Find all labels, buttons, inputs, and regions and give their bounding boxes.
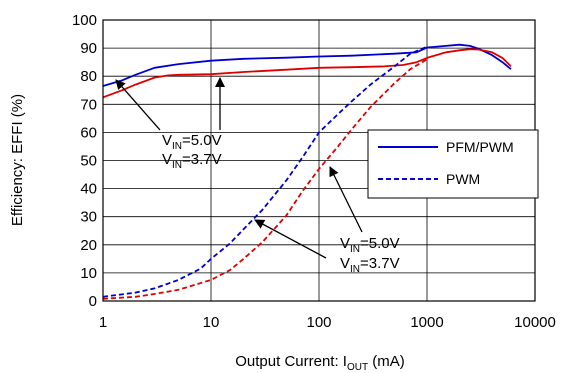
- x-tick-label: 10000: [514, 314, 556, 331]
- legend: PFM/PWM PWM: [368, 130, 538, 198]
- y-tick-label: 60: [80, 124, 97, 141]
- annotation-lower-vin50: VIN=5.0V: [340, 235, 400, 255]
- annotation-lower-vin37: VIN=3.7V: [340, 255, 400, 275]
- annotation-upper-vin37: VIN=3.7V: [162, 151, 222, 171]
- legend-label-pfm-pwm: PFM/PWM: [446, 139, 514, 155]
- x-tick-label: 10: [203, 314, 220, 331]
- y-tick-label: 100: [72, 12, 97, 29]
- x-tick-label: 1000: [410, 314, 443, 331]
- annotation-upper-vin50: VIN=5.0V: [162, 132, 222, 152]
- y-tick-label: 20: [80, 237, 97, 254]
- y-tick-label: 30: [80, 209, 97, 226]
- x-tick-label: 100: [306, 314, 331, 331]
- legend-label-pwm: PWM: [446, 171, 480, 187]
- y-tick-label: 0: [89, 293, 97, 310]
- arrow-lower-vin50: [330, 167, 362, 232]
- annotation-arrows: [116, 78, 362, 258]
- y-tick-label: 70: [80, 96, 97, 113]
- y-tick-label: 80: [80, 68, 97, 85]
- x-axis-title: Output Current: IOUT (mA): [235, 353, 405, 373]
- y-tick-label: 40: [80, 181, 97, 198]
- y-axis-title: Efficiency: EFFI (%): [9, 94, 26, 226]
- annotations: VIN=5.0V VIN=3.7V VIN=5.0V VIN=3.7V: [162, 132, 400, 275]
- y-tick-label: 50: [80, 153, 97, 170]
- y-tick-label: 10: [80, 265, 97, 282]
- arrow-upper-vin50: [116, 80, 160, 130]
- y-tick-label: 90: [80, 40, 97, 57]
- x-tick-label: 1: [99, 314, 107, 331]
